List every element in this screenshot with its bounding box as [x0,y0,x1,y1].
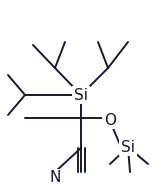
Text: O: O [104,112,116,128]
Text: Si: Si [74,87,88,103]
Text: Si: Si [121,139,135,155]
Text: N: N [49,171,61,185]
